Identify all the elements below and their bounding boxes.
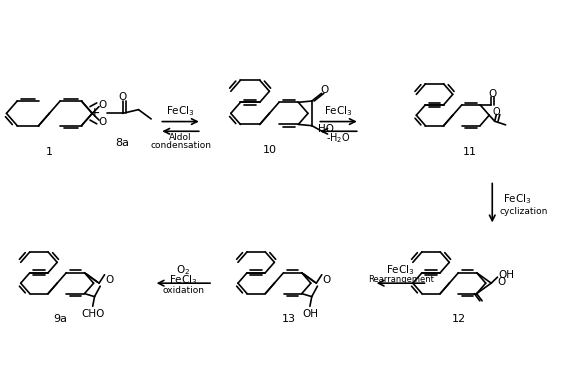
Text: FeCl$_3$: FeCl$_3$ (166, 105, 195, 118)
Text: FeCl$_3$: FeCl$_3$ (169, 273, 198, 287)
Text: Aldol: Aldol (169, 133, 192, 142)
Text: 11: 11 (463, 147, 477, 156)
Text: 13: 13 (282, 314, 296, 324)
Text: O: O (322, 275, 331, 285)
Text: O$_2$: O$_2$ (176, 263, 191, 277)
Text: 1: 1 (46, 147, 53, 157)
Text: O: O (320, 85, 328, 95)
Text: -H$_2$O: -H$_2$O (326, 131, 351, 144)
Text: 10: 10 (263, 146, 276, 155)
Text: +: + (88, 106, 100, 120)
Text: OH: OH (498, 270, 514, 280)
Text: Rearrangement: Rearrangement (367, 275, 434, 284)
Text: O: O (119, 92, 127, 102)
Text: O: O (105, 275, 113, 285)
Text: 9a: 9a (54, 314, 67, 324)
Text: cyclization: cyclization (499, 207, 548, 216)
Text: O: O (488, 89, 496, 99)
Text: 8a: 8a (116, 138, 130, 148)
Text: CHO: CHO (81, 309, 104, 320)
Text: FeCl$_3$: FeCl$_3$ (386, 263, 415, 277)
Text: 12: 12 (451, 314, 466, 324)
Text: FeCl$_3$: FeCl$_3$ (324, 105, 353, 118)
Text: condensation: condensation (150, 141, 211, 150)
Text: O: O (493, 107, 500, 117)
Text: FeCl$_3$: FeCl$_3$ (503, 192, 532, 206)
Text: O: O (98, 117, 107, 127)
Text: OH: OH (302, 309, 318, 319)
Text: oxidation: oxidation (162, 286, 204, 295)
Text: HO: HO (318, 124, 334, 134)
Text: O: O (497, 277, 506, 287)
Text: O: O (98, 100, 107, 110)
